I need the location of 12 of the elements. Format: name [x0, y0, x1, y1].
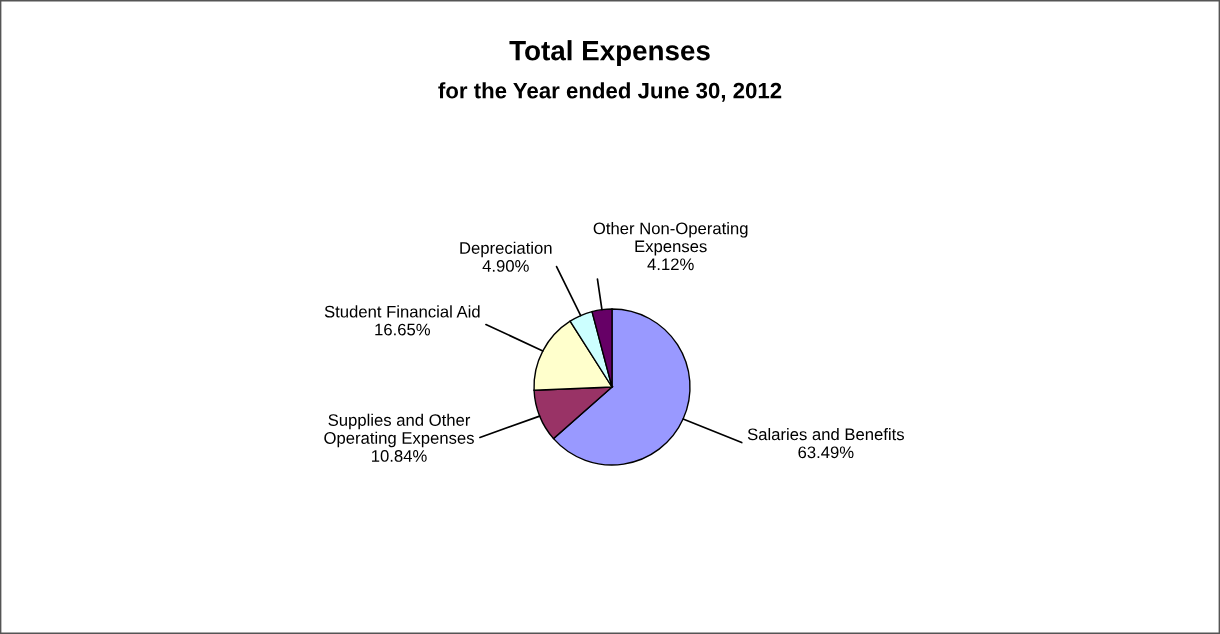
slice-label: Salaries and Benefits [747, 427, 904, 441]
slice-label: Student Financial Aid [324, 305, 480, 318]
data-label: 4.90% [482, 260, 529, 272]
data-label: 10.84% [372, 450, 427, 462]
data-label: 16.65% [375, 323, 430, 336]
slice-label: Supplies and Other Operating Expenses [324, 413, 474, 448]
slice-label: Other Non-Operating Expenses [593, 222, 748, 256]
chart-subtitle: for the Year ended June 30, 2012 [438, 82, 782, 102]
data-label: 63.49% [798, 446, 854, 459]
slice-label: Depreciation [460, 241, 552, 258]
chart-title: Total Expenses [509, 40, 710, 66]
data-label: 4.12% [647, 258, 694, 271]
